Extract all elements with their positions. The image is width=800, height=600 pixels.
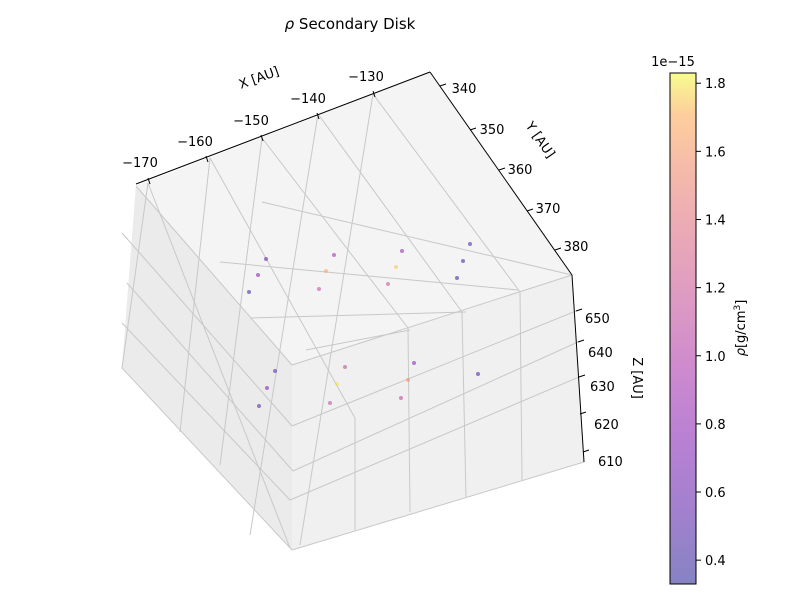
x-tick-label: −160 <box>177 135 213 150</box>
grid-line <box>317 113 463 313</box>
colorbar: 0.4 0.6 0.8 1.0 1.2 1.4 1.6 1.8 1e−15 ρ[g/cm3] <box>651 55 749 585</box>
grid-line <box>407 327 411 513</box>
z-ticks: 610 620 630 640 650 <box>575 308 623 470</box>
colorbar-tick-label: 0.6 <box>705 486 726 501</box>
scatter-point <box>328 401 332 405</box>
scatter-point <box>332 253 336 257</box>
scatter-point <box>256 273 260 277</box>
z-axis-line <box>571 274 585 463</box>
scatter-point <box>247 290 251 294</box>
grid-line <box>147 182 291 549</box>
grid-line <box>372 93 521 293</box>
grid-line <box>219 261 519 291</box>
y-axis-line <box>429 71 573 276</box>
scatter-point <box>400 249 404 253</box>
grid-line <box>461 311 467 499</box>
colorbar-gradient <box>670 73 696 584</box>
grid-lines <box>121 93 585 551</box>
y-ticks: 340 350 360 370 380 <box>439 82 589 255</box>
colorbar-tick-label: 0.4 <box>705 554 726 569</box>
grid-line <box>291 310 577 427</box>
y-tick-label: 360 <box>508 163 533 178</box>
scatter-point <box>461 259 465 263</box>
grid-line <box>289 376 580 501</box>
scatter-point <box>265 386 269 390</box>
colorbar-tick-label: 1.8 <box>705 77 726 92</box>
grid-line <box>121 182 149 369</box>
z-tick-label: 630 <box>590 380 615 395</box>
x-ticks: −170 −160 −150 −140 −130 <box>122 70 384 185</box>
chart-title: ρ Secondary Disk <box>285 15 416 33</box>
y-tick-label: 380 <box>564 240 589 255</box>
scatter-point <box>399 396 403 400</box>
scatter-point <box>343 365 347 369</box>
grid-line <box>179 157 211 433</box>
colorbar-label: ρ[g/cm3] <box>733 300 749 357</box>
grid-line <box>291 274 573 366</box>
grid-line <box>135 185 293 366</box>
z-tick-label: 610 <box>598 455 623 470</box>
grid-line <box>299 93 374 546</box>
pane-side-left <box>122 186 292 550</box>
colorbar-tick-label: 1.0 <box>705 350 726 365</box>
colorbar-tick-label: 0.8 <box>705 418 726 433</box>
x-axis-line <box>135 71 431 185</box>
scatter-point <box>257 404 261 408</box>
grid-line <box>261 137 409 329</box>
pane-top-floor <box>136 72 572 365</box>
scatter-point <box>273 369 277 373</box>
grid-line <box>519 291 523 481</box>
scatter-point <box>455 276 459 280</box>
x-tick-label: −140 <box>290 92 326 107</box>
scatter-point <box>406 378 410 382</box>
z-axis-label: Z [AU] <box>629 357 644 399</box>
x-axis-label: X [AU] <box>237 64 281 92</box>
scatter-point <box>317 287 321 291</box>
scatter-point <box>394 265 398 269</box>
scatter-point <box>335 382 339 386</box>
grid-line <box>292 341 579 472</box>
pane-side-right <box>292 275 584 550</box>
grid-line <box>209 157 356 419</box>
scatter-point <box>324 269 328 273</box>
colorbar-ticks: 0.4 0.6 0.8 1.0 1.2 1.4 1.6 1.8 <box>696 77 726 569</box>
z-tick-label: 650 <box>585 312 610 327</box>
colorbar-tick-label: 1.2 <box>705 282 726 297</box>
scatter-point <box>386 282 390 286</box>
grid-line <box>121 367 293 551</box>
grid-line <box>261 201 573 276</box>
grid-line <box>291 461 585 551</box>
scatter-points <box>247 242 480 408</box>
z-tick-label: 620 <box>594 418 619 433</box>
grid-line <box>305 329 411 351</box>
y-tick-label: 340 <box>452 82 477 97</box>
x-tick-label: −130 <box>348 70 384 85</box>
grid-line <box>249 311 467 319</box>
scatter-point <box>476 372 480 376</box>
y-tick-label: 370 <box>536 202 561 217</box>
scatter-point <box>264 257 268 261</box>
colorbar-frame <box>669 72 697 585</box>
y-axis-label: Y [AU] <box>521 119 557 162</box>
scatter-point <box>468 242 472 246</box>
colorbar-offset-text: 1e−15 <box>651 55 695 70</box>
colorbar-tick-label: 1.4 <box>705 213 726 228</box>
x-tick-label: −150 <box>233 114 269 129</box>
scatter-point <box>412 361 416 365</box>
grid-line <box>121 322 291 501</box>
grid-line <box>121 232 293 427</box>
colorbar-tick-label: 1.6 <box>705 145 726 160</box>
z-tick-label: 640 <box>588 346 613 361</box>
grid-line <box>249 113 319 536</box>
x-tick-label: −170 <box>122 156 158 171</box>
grid-line <box>219 137 263 466</box>
y-tick-label: 350 <box>480 123 505 138</box>
